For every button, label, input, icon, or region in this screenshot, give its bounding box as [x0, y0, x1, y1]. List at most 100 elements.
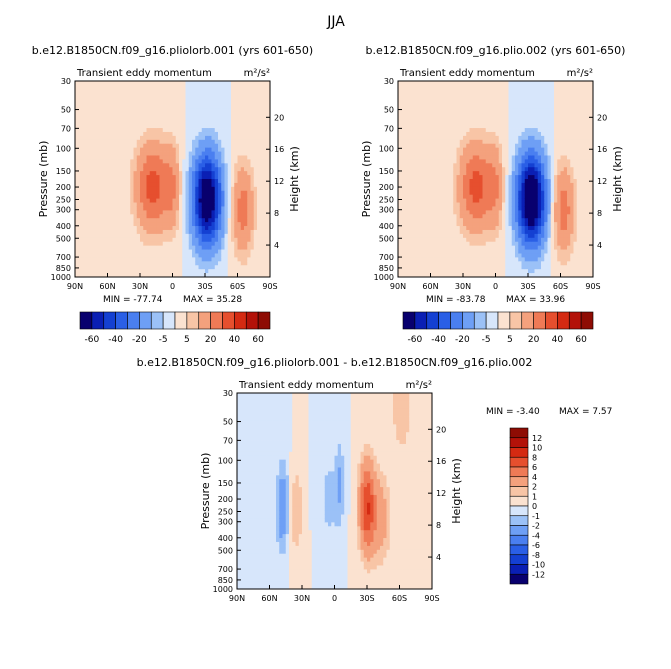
field-cell [237, 104, 242, 109]
field-cell [175, 257, 180, 262]
field-cell [107, 108, 112, 113]
field-cell [221, 253, 225, 258]
field-cell [250, 249, 255, 254]
field-cell [485, 241, 490, 247]
field-cell [162, 273, 167, 278]
field-cell [450, 84, 454, 90]
field-cell [159, 171, 164, 176]
field-cell [495, 120, 500, 125]
field-cell [495, 194, 500, 199]
field-cell [185, 233, 190, 239]
field-cell [107, 214, 112, 219]
field-cell [153, 151, 157, 156]
field-cell [149, 253, 154, 258]
field-cell [430, 139, 435, 145]
field-cell [263, 120, 268, 125]
field-cell [407, 128, 412, 133]
field-cell [159, 151, 164, 156]
field-cell [149, 261, 154, 266]
field-cell [231, 182, 235, 188]
field-cell [453, 233, 457, 239]
field-cell [110, 131, 115, 137]
field-cell [211, 269, 216, 274]
field-cell [107, 198, 112, 203]
field-cell [88, 96, 92, 101]
field-cell [440, 190, 444, 196]
field-cell [166, 88, 170, 94]
field-cell [110, 163, 115, 168]
field-cell [482, 206, 487, 211]
field-cell [133, 108, 138, 113]
field-cell [214, 139, 219, 145]
field-cell [143, 229, 147, 235]
field-cell [459, 186, 464, 192]
field-cell [508, 214, 513, 219]
field-cell [417, 261, 422, 266]
field-cell [508, 198, 513, 203]
field-cell [463, 163, 467, 168]
field-cell [401, 171, 405, 176]
field-cell [208, 147, 212, 152]
field-cell [143, 131, 147, 137]
field-cell [101, 202, 105, 207]
field-cell [162, 229, 167, 235]
field-cell [198, 190, 203, 196]
field-cell [81, 237, 86, 243]
field-cell [227, 233, 232, 239]
field-cell [153, 261, 157, 266]
field-cell [188, 139, 193, 145]
field-cell [417, 253, 422, 258]
field-cell [472, 229, 477, 235]
field-cell [123, 214, 128, 219]
field-cell [114, 194, 118, 199]
field-cell [502, 218, 506, 223]
field-cell [185, 198, 190, 203]
field-cell [437, 269, 441, 274]
field-cell [472, 151, 477, 156]
field-cell [224, 96, 229, 101]
field-cell [224, 202, 229, 207]
field-cell [153, 167, 157, 172]
field-cell [127, 273, 131, 278]
field-cell [156, 261, 160, 266]
field-cell [420, 155, 425, 160]
field-cell [234, 112, 238, 117]
field-cell [94, 120, 99, 125]
field-cell [107, 163, 112, 168]
field-cell [247, 226, 251, 231]
field-cell [240, 202, 245, 207]
field-cell [201, 151, 206, 156]
field-cell [476, 186, 480, 192]
field-cell [234, 206, 238, 211]
field-cell [133, 261, 138, 266]
field-cell [450, 135, 454, 141]
field-cell [433, 112, 438, 117]
field-cell [149, 81, 154, 86]
field-cell [205, 249, 209, 254]
field-cell [489, 92, 493, 98]
field-cell [466, 124, 470, 129]
field-cell [508, 104, 513, 109]
field-cell [446, 104, 451, 109]
field-cell [411, 202, 415, 207]
field-cell [211, 100, 216, 105]
field-cell [104, 128, 108, 133]
field-cell [136, 218, 141, 223]
field-cell [495, 257, 500, 262]
field-cell [175, 120, 180, 125]
field-cell [404, 253, 409, 258]
field-cell [156, 104, 160, 109]
field-cell [511, 116, 516, 121]
field-cell [492, 163, 496, 168]
field-cell [143, 96, 147, 101]
field-cell [502, 210, 506, 215]
field-cell [404, 210, 409, 215]
field-cell [91, 100, 95, 105]
field-cell [492, 218, 496, 223]
field-cell [221, 151, 225, 156]
field-cell [414, 151, 418, 156]
field-cell [156, 92, 160, 98]
field-cell [205, 120, 209, 125]
field-cell [237, 261, 242, 266]
field-cell [117, 265, 121, 270]
